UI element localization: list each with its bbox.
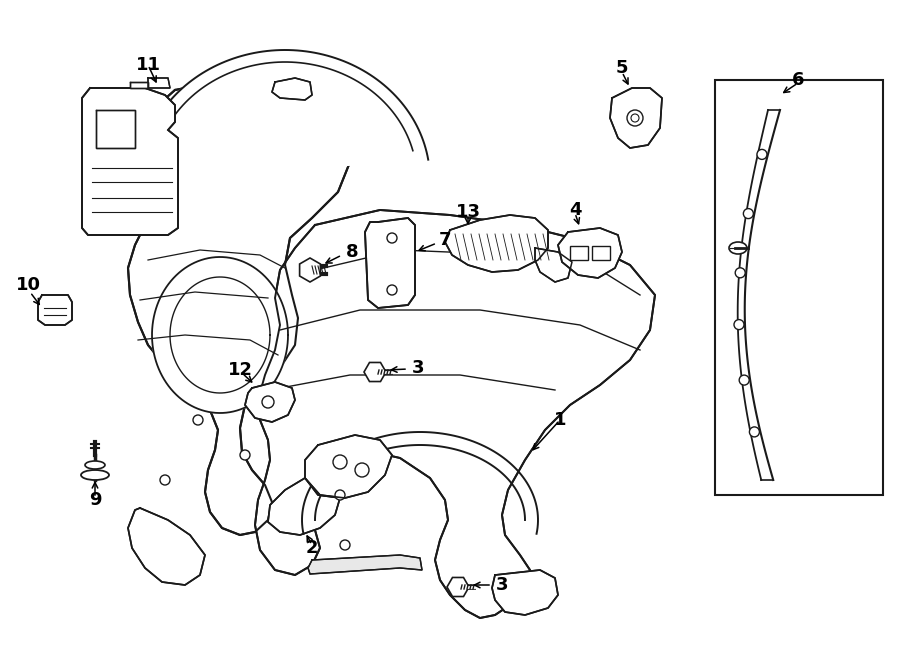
Polygon shape bbox=[148, 78, 170, 88]
Polygon shape bbox=[140, 50, 428, 180]
Polygon shape bbox=[128, 82, 350, 535]
Text: 3: 3 bbox=[412, 359, 424, 377]
Polygon shape bbox=[535, 248, 572, 282]
Polygon shape bbox=[272, 78, 312, 100]
Text: 11: 11 bbox=[136, 56, 160, 74]
Polygon shape bbox=[492, 570, 558, 615]
Polygon shape bbox=[558, 228, 622, 278]
Ellipse shape bbox=[81, 470, 109, 480]
Text: 5: 5 bbox=[616, 59, 628, 77]
Circle shape bbox=[240, 450, 250, 460]
Polygon shape bbox=[128, 508, 205, 585]
Text: 13: 13 bbox=[455, 203, 481, 221]
Circle shape bbox=[262, 396, 274, 408]
Ellipse shape bbox=[85, 461, 105, 469]
Circle shape bbox=[333, 455, 347, 469]
Text: 12: 12 bbox=[228, 361, 253, 379]
Circle shape bbox=[757, 149, 767, 159]
Polygon shape bbox=[96, 110, 135, 148]
Circle shape bbox=[627, 110, 643, 126]
Polygon shape bbox=[255, 210, 655, 618]
Text: 10: 10 bbox=[15, 276, 40, 294]
Bar bbox=[715, 80, 883, 495]
Polygon shape bbox=[245, 382, 295, 422]
Polygon shape bbox=[738, 110, 780, 480]
Circle shape bbox=[735, 268, 745, 278]
Circle shape bbox=[387, 285, 397, 295]
Circle shape bbox=[750, 427, 760, 437]
Polygon shape bbox=[130, 82, 148, 88]
Text: 1: 1 bbox=[554, 411, 566, 429]
Circle shape bbox=[193, 415, 203, 425]
Circle shape bbox=[355, 463, 369, 477]
Polygon shape bbox=[305, 435, 392, 498]
Bar bbox=[592, 246, 610, 260]
Polygon shape bbox=[82, 88, 178, 235]
Text: 7: 7 bbox=[439, 231, 451, 249]
Polygon shape bbox=[610, 88, 662, 148]
Polygon shape bbox=[365, 218, 415, 308]
Polygon shape bbox=[268, 478, 340, 535]
Ellipse shape bbox=[729, 242, 747, 254]
Circle shape bbox=[631, 114, 639, 122]
Circle shape bbox=[743, 209, 753, 219]
Text: 6: 6 bbox=[792, 71, 805, 89]
Polygon shape bbox=[152, 257, 288, 413]
Circle shape bbox=[340, 540, 350, 550]
Text: 2: 2 bbox=[306, 539, 319, 557]
Circle shape bbox=[335, 490, 345, 500]
Polygon shape bbox=[308, 555, 422, 574]
Circle shape bbox=[387, 233, 397, 243]
Polygon shape bbox=[445, 215, 548, 272]
Bar bbox=[570, 246, 588, 260]
Text: 9: 9 bbox=[89, 491, 101, 509]
Text: 3: 3 bbox=[496, 576, 508, 594]
Polygon shape bbox=[38, 295, 72, 325]
Text: 4: 4 bbox=[569, 201, 581, 219]
Circle shape bbox=[739, 375, 749, 385]
Circle shape bbox=[734, 320, 744, 330]
Circle shape bbox=[160, 475, 170, 485]
Text: 8: 8 bbox=[346, 243, 358, 261]
